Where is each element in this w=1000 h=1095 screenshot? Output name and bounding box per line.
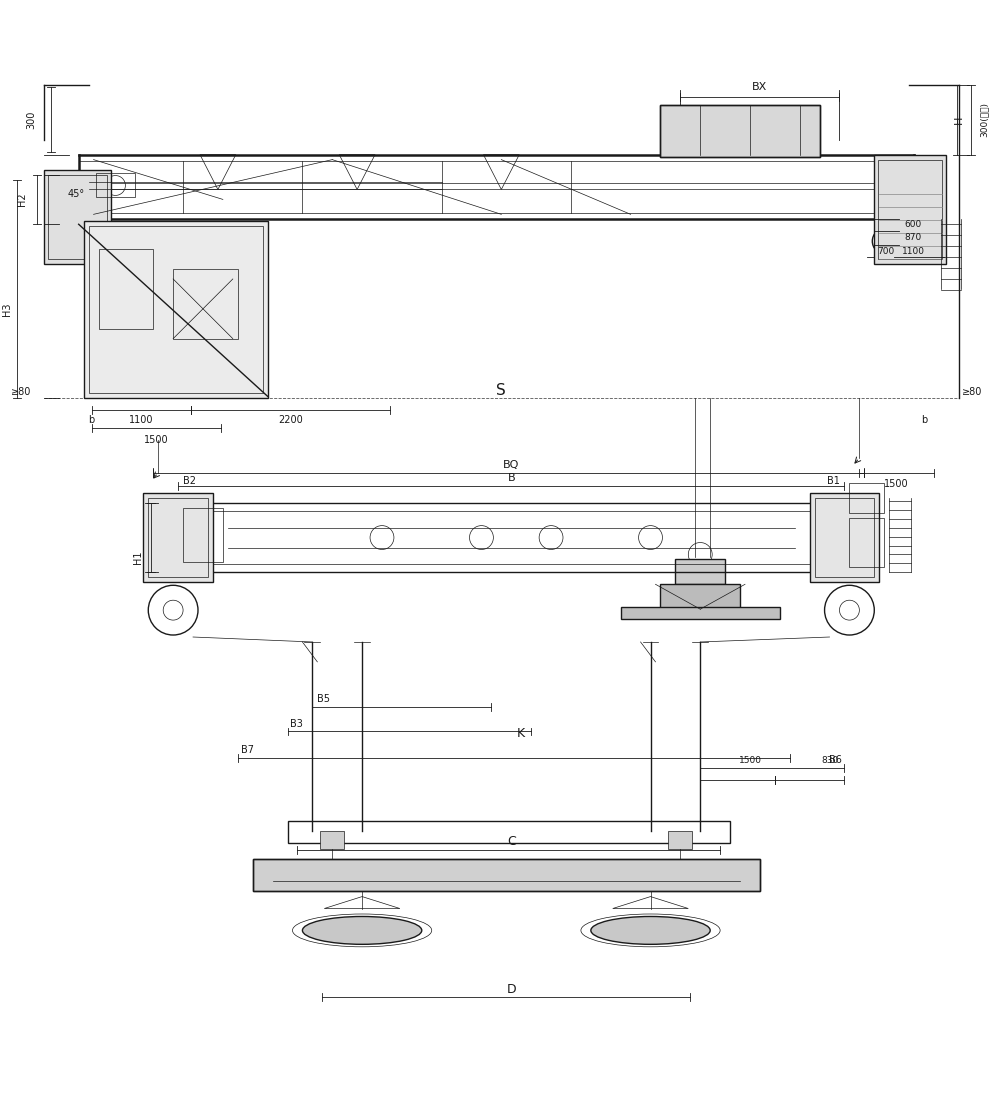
- Bar: [668, 831, 692, 849]
- Text: b: b: [88, 415, 95, 425]
- Text: B3: B3: [290, 718, 303, 728]
- Circle shape: [880, 237, 890, 246]
- Text: C: C: [507, 835, 516, 849]
- Bar: [183, 508, 223, 563]
- Text: 1500: 1500: [884, 479, 908, 488]
- Text: ≥80: ≥80: [11, 388, 31, 397]
- Text: H1: H1: [133, 551, 143, 564]
- Bar: [253, 858, 760, 890]
- Text: 870: 870: [904, 233, 921, 242]
- Circle shape: [56, 242, 66, 252]
- Bar: [188, 510, 835, 564]
- Text: 830: 830: [822, 756, 839, 764]
- Bar: [660, 105, 820, 157]
- Text: B: B: [507, 473, 515, 483]
- Bar: [44, 170, 111, 264]
- Text: 1100: 1100: [902, 246, 925, 255]
- Bar: [621, 607, 780, 619]
- Bar: [874, 154, 946, 264]
- Bar: [89, 227, 263, 393]
- Text: H2: H2: [17, 193, 27, 206]
- Bar: [849, 483, 884, 512]
- Bar: [178, 503, 844, 573]
- Text: D: D: [506, 982, 516, 995]
- Text: BX: BX: [752, 82, 768, 92]
- Bar: [878, 160, 942, 260]
- Text: 1100: 1100: [129, 415, 154, 425]
- Bar: [84, 221, 268, 399]
- Bar: [660, 585, 740, 609]
- Bar: [675, 560, 725, 585]
- Text: 700: 700: [877, 246, 895, 255]
- Text: B2: B2: [183, 476, 196, 486]
- Text: 300: 300: [26, 111, 36, 129]
- Bar: [96, 173, 135, 197]
- Bar: [660, 105, 820, 157]
- Text: B7: B7: [241, 746, 254, 756]
- Text: BQ: BQ: [503, 460, 519, 470]
- Bar: [815, 498, 874, 577]
- Text: B5: B5: [317, 693, 330, 704]
- Bar: [143, 493, 213, 583]
- Text: H: H: [954, 116, 964, 124]
- Bar: [48, 174, 107, 260]
- Bar: [148, 498, 208, 577]
- Text: 600: 600: [904, 220, 921, 229]
- Text: 2200: 2200: [278, 415, 303, 425]
- Text: K: K: [517, 727, 525, 740]
- Bar: [99, 250, 153, 328]
- Text: 1500: 1500: [144, 435, 169, 445]
- Text: ≥80: ≥80: [962, 388, 982, 397]
- Text: 45°: 45°: [67, 189, 84, 199]
- Bar: [810, 493, 879, 583]
- Text: 1500: 1500: [739, 756, 762, 764]
- Bar: [253, 858, 760, 890]
- Text: B1: B1: [827, 476, 839, 486]
- Ellipse shape: [591, 917, 710, 944]
- Text: H3: H3: [2, 302, 12, 315]
- Text: S: S: [496, 383, 506, 397]
- Circle shape: [904, 237, 914, 246]
- Bar: [849, 518, 884, 567]
- Bar: [320, 831, 344, 849]
- Bar: [288, 821, 730, 843]
- Ellipse shape: [302, 917, 422, 944]
- Text: b: b: [921, 415, 927, 425]
- Text: B6: B6: [829, 756, 841, 765]
- Text: 300(最小): 300(最小): [979, 102, 988, 137]
- Bar: [173, 269, 238, 338]
